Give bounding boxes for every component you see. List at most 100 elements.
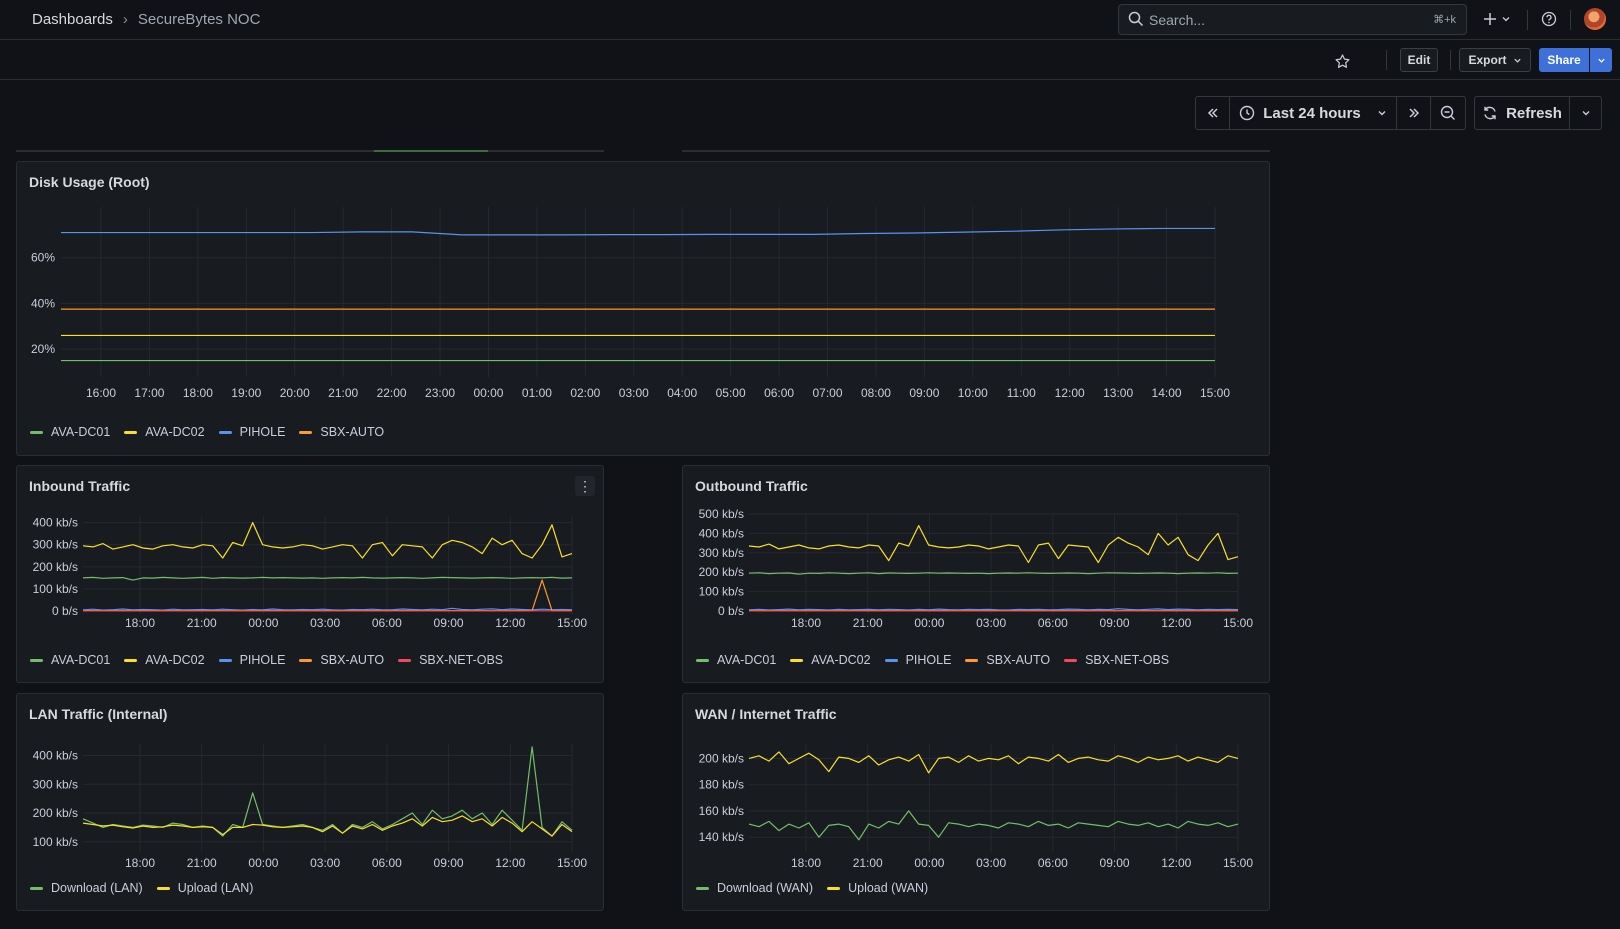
inbound-traffic-chart: 0 b/s 100 kb/s 200 kb/s 300 kb/s 400 kb/s 18:… xyxy=(33,516,588,630)
x-tick-label: 03:00 xyxy=(310,616,340,630)
breadcrumb: Dashboards › SecureBytes NOC xyxy=(32,11,260,28)
y-tick-label: 100 kb/s xyxy=(33,835,78,849)
legend-item[interactable]: Upload (LAN) xyxy=(156,881,253,895)
x-tick-label: 12:00 xyxy=(1161,616,1191,630)
breadcrumb-dashboards-link[interactable]: Dashboards xyxy=(32,11,113,28)
series-line xyxy=(83,579,572,612)
y-tick-label: 140 kb/s xyxy=(699,830,744,844)
user-avatar[interactable] xyxy=(1584,8,1606,30)
refresh-button[interactable]: Refresh xyxy=(1474,96,1570,130)
panel-title: LAN Traffic (Internal) xyxy=(29,706,168,722)
y-tick-label: 0 b/s xyxy=(52,604,78,618)
y-tick-label: 500 kb/s xyxy=(699,507,744,521)
star-button[interactable] xyxy=(1334,50,1351,72)
legend-label: AVA-DC02 xyxy=(811,653,871,667)
x-tick-label: 18:00 xyxy=(791,616,821,630)
legend-item[interactable]: SBX-AUTO xyxy=(299,425,384,439)
x-tick-label: 09:00 xyxy=(434,616,464,630)
x-tick-label: 06:00 xyxy=(372,616,402,630)
legend-item[interactable]: SBX-NET-OBS xyxy=(1064,653,1169,667)
time-shift-forward-button[interactable] xyxy=(1396,96,1431,130)
panel-menu-button[interactable]: ⋮ xyxy=(575,476,595,496)
y-tick-label: 60% xyxy=(31,251,55,265)
time-shift-back-button[interactable] xyxy=(1195,96,1230,130)
series-line xyxy=(82,815,573,837)
x-tick-label: 22:00 xyxy=(377,386,407,400)
x-tick-label: 00:00 xyxy=(473,386,503,400)
x-tick-label: 10:00 xyxy=(958,386,988,400)
x-tick-label: 03:00 xyxy=(976,856,1006,870)
search-input[interactable]: Search... ⌘+k xyxy=(1118,4,1467,35)
chevron-down-icon xyxy=(1513,58,1521,63)
legend-item[interactable]: SBX-AUTO xyxy=(965,653,1050,667)
legend-item[interactable]: Download (LAN) xyxy=(30,881,143,895)
legend-label: SBX-AUTO xyxy=(320,653,385,667)
x-tick-label: 12:00 xyxy=(1161,856,1191,870)
chart-legend: AVA-DC01 AVA-DC02 PIHOLE SBX-AUTO SBX-NE… xyxy=(696,653,1169,667)
search-icon xyxy=(1128,11,1144,27)
legend-item[interactable]: Upload (WAN) xyxy=(827,881,928,895)
legend-label: SBX-NET-OBS xyxy=(1085,653,1170,667)
x-tick-label: 09:00 xyxy=(909,386,939,400)
legend-item[interactable]: AVA-DC01 xyxy=(30,653,110,667)
panel-edge-above xyxy=(374,150,488,152)
legend-item[interactable]: SBX-NET-OBS xyxy=(398,653,503,667)
legend-item[interactable]: SBX-AUTO xyxy=(299,653,384,667)
divider xyxy=(1527,10,1528,30)
series-line xyxy=(748,572,1239,575)
legend-label: AVA-DC01 xyxy=(51,425,111,439)
double-chevron-right-icon xyxy=(1408,108,1419,118)
legend-item[interactable]: Download (WAN) xyxy=(696,881,813,895)
x-tick-label: 03:00 xyxy=(976,616,1006,630)
zoom-out-button[interactable] xyxy=(1430,96,1466,130)
lan-traffic-chart: 100 kb/s 200 kb/s 300 kb/s 400 kb/s 18:00 21:… xyxy=(33,744,587,870)
series-line xyxy=(82,746,573,837)
chart-legend: Download (LAN) Upload (LAN) xyxy=(30,881,253,895)
x-tick-label: 09:00 xyxy=(434,856,464,870)
legend-label: AVA-DC02 xyxy=(145,425,205,439)
x-tick-label: 21:00 xyxy=(853,856,883,870)
time-range-picker[interactable]: Last 24 hours xyxy=(1229,96,1397,130)
x-tick-label: 01:00 xyxy=(522,386,552,400)
series-line xyxy=(748,608,1239,611)
x-tick-label: 15:00 xyxy=(557,616,587,630)
x-tick-label: 09:00 xyxy=(1100,856,1130,870)
legend-item[interactable]: AVA-DC02 xyxy=(124,653,205,667)
legend-item[interactable]: AVA-DC01 xyxy=(696,653,776,667)
series-line xyxy=(82,522,573,559)
export-button[interactable]: Export xyxy=(1459,48,1531,72)
panel-lan-traffic: LAN Traffic (Internal) 100 kb/s 200 kb/s 3… xyxy=(16,693,604,911)
x-tick-label: 20:00 xyxy=(280,386,310,400)
panel-title: Outbound Traffic xyxy=(695,478,808,494)
panel-disk-usage: Disk Usage (Root) 20% 40% 60% 16:00 17:00 18:… xyxy=(16,161,1270,456)
export-label: Export xyxy=(1468,53,1507,67)
top-nav-bar: Dashboards › SecureBytes NOC Search... ⌘… xyxy=(0,0,1620,40)
chevron-down-icon xyxy=(1597,58,1605,63)
y-tick-label: 300 kb/s xyxy=(33,777,78,791)
legend-item[interactable]: PIHOLE xyxy=(884,653,952,667)
legend-label: PIHOLE xyxy=(905,653,952,667)
share-options-button[interactable] xyxy=(1590,48,1612,72)
chevron-down-icon xyxy=(1582,111,1589,116)
chevron-down-icon xyxy=(1502,17,1510,22)
series-line xyxy=(82,576,573,581)
edit-button[interactable]: Edit xyxy=(1400,48,1438,72)
more-vertical-icon: ⋮ xyxy=(578,477,592,494)
legend-item[interactable]: AVA-DC01 xyxy=(30,425,110,439)
y-tick-label: 0 b/s xyxy=(718,604,744,618)
legend-item[interactable]: AVA-DC02 xyxy=(124,425,205,439)
x-tick-label: 18:00 xyxy=(791,856,821,870)
new-button[interactable] xyxy=(1483,8,1511,30)
x-tick-label: 12:00 xyxy=(495,856,525,870)
panel-edge-above xyxy=(16,150,604,152)
series-line xyxy=(748,751,1239,774)
x-tick-label: 21:00 xyxy=(187,616,217,630)
legend-item[interactable]: AVA-DC02 xyxy=(790,653,871,667)
legend-item[interactable]: PIHOLE xyxy=(218,425,285,439)
y-tick-label: 200 kb/s xyxy=(699,751,744,765)
legend-item[interactable]: PIHOLE xyxy=(218,653,285,667)
refresh-interval-button[interactable] xyxy=(1569,96,1602,130)
y-tick-label: 400 kb/s xyxy=(33,516,78,530)
share-button[interactable]: Share xyxy=(1539,48,1589,72)
help-button[interactable] xyxy=(1541,8,1557,30)
